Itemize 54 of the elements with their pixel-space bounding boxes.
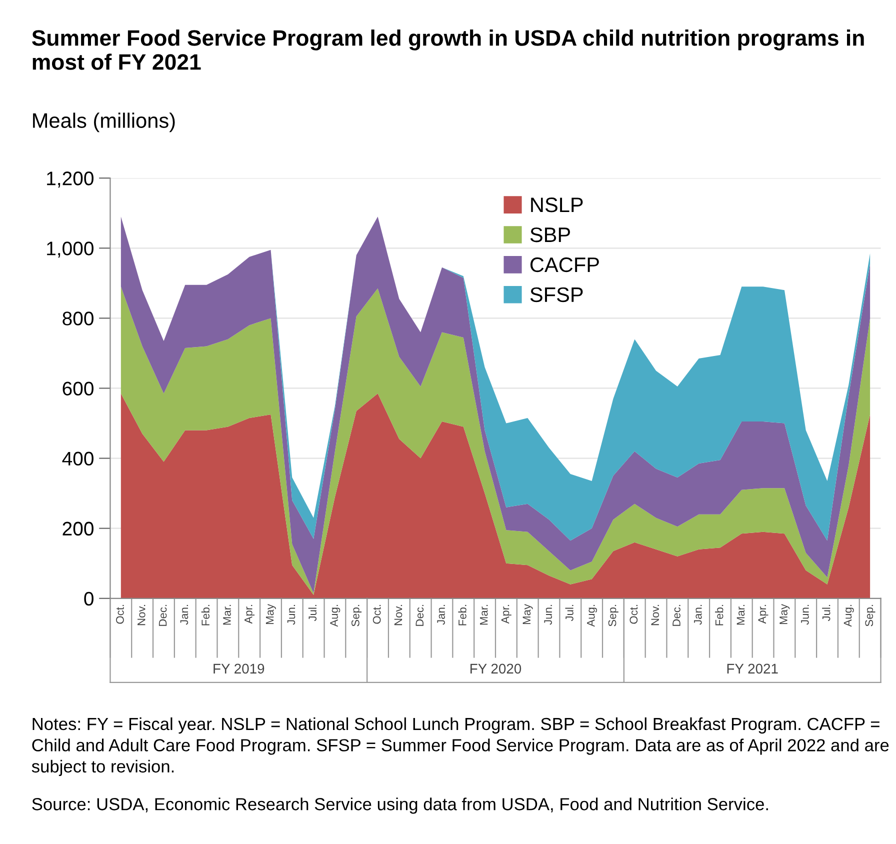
y-tick-label: 200 [62, 522, 94, 536]
y-tick-label: 1,200 [47, 172, 94, 188]
x-tick-label: Oct. [372, 604, 381, 624]
x-tick-label: Oct. [630, 604, 638, 624]
x-tick-label: Jul. [308, 604, 317, 622]
x-tick-label: Sep. [608, 604, 618, 626]
legend-label: NSLP [531, 197, 583, 212]
text: Notes: FY = Fiscal year. NSLP = National School Lunch Program. SBP = School Breakfast Program. CACFP = Child and Adult Care Food Program. SFSP = Summer Food Service Program. Data are as of April 2022 and are subject to revision. [32, 717, 889, 776]
x-tick-label: Jun. [544, 604, 552, 625]
x-tick-label: Apr. [244, 604, 255, 624]
x-tick-label: Nov. [394, 604, 402, 626]
x-tick-label: Mar. [223, 604, 231, 625]
x-tick-label: Jun. [287, 604, 296, 625]
text: FY 2019 [214, 664, 264, 674]
text: FY 2020 [470, 664, 522, 674]
x-tick-label: Dec. [158, 604, 167, 626]
x-tick-label: Aug. [330, 604, 340, 627]
x-tick-label: May [780, 604, 790, 624]
x-tick-label: Jan. [180, 604, 188, 625]
legend-label: CACFP [530, 257, 599, 272]
y-tick-label: 600 [62, 382, 94, 396]
x-tick-label: Apr. [758, 604, 768, 624]
x-tick-label: Feb. [458, 604, 466, 626]
x-tick-label: Jul. [565, 604, 574, 622]
x-tick-label: Dec. [416, 604, 424, 626]
y-axis-title: Meals (millions) [33, 112, 175, 132]
x-tick-label: Jul. [822, 604, 830, 622]
x-tick-label: May [266, 604, 276, 624]
x-tick-label: Feb. [715, 604, 724, 626]
chart-title: Summer Food Service Program led growth in USDA child nutrition programs in most of FY 2021 [32, 30, 864, 70]
x-tick-label: Nov. [138, 604, 146, 626]
x-tick-label: Apr. [501, 604, 512, 624]
x-tick-label: Jan. [437, 604, 445, 625]
x-tick-label: Aug. [844, 604, 854, 627]
x-tick-label: Mar. [480, 604, 488, 625]
text: FY 2021 [727, 664, 778, 674]
x-tick-label: Sep. [351, 604, 362, 626]
x-tick-label: Dec. [672, 604, 680, 626]
x-tick-label: Jun. [801, 604, 809, 625]
x-tick-label: Mar. [736, 604, 745, 625]
legend-label: SFSP [530, 287, 583, 302]
y-tick-label: 400 [62, 452, 94, 466]
source-note: Source: USDA, Economic Research Service using data from USDA, Food and Nutrition Service. [32, 798, 768, 814]
y-tick-label: 0 [84, 592, 94, 606]
y-tick-label: 1,000 [47, 242, 94, 258]
x-tick-label: Aug. [587, 604, 597, 627]
x-tick-label: Oct. [116, 604, 124, 624]
y-tick-label: 800 [62, 312, 94, 326]
x-tick-label: May [522, 604, 533, 624]
x-tick-label: Jan. [694, 604, 702, 625]
x-tick-label: Sep. [865, 604, 876, 626]
legend-label: SBP [530, 227, 570, 242]
x-tick-label: Nov. [651, 604, 660, 626]
x-tick-label: Feb. [201, 604, 210, 626]
